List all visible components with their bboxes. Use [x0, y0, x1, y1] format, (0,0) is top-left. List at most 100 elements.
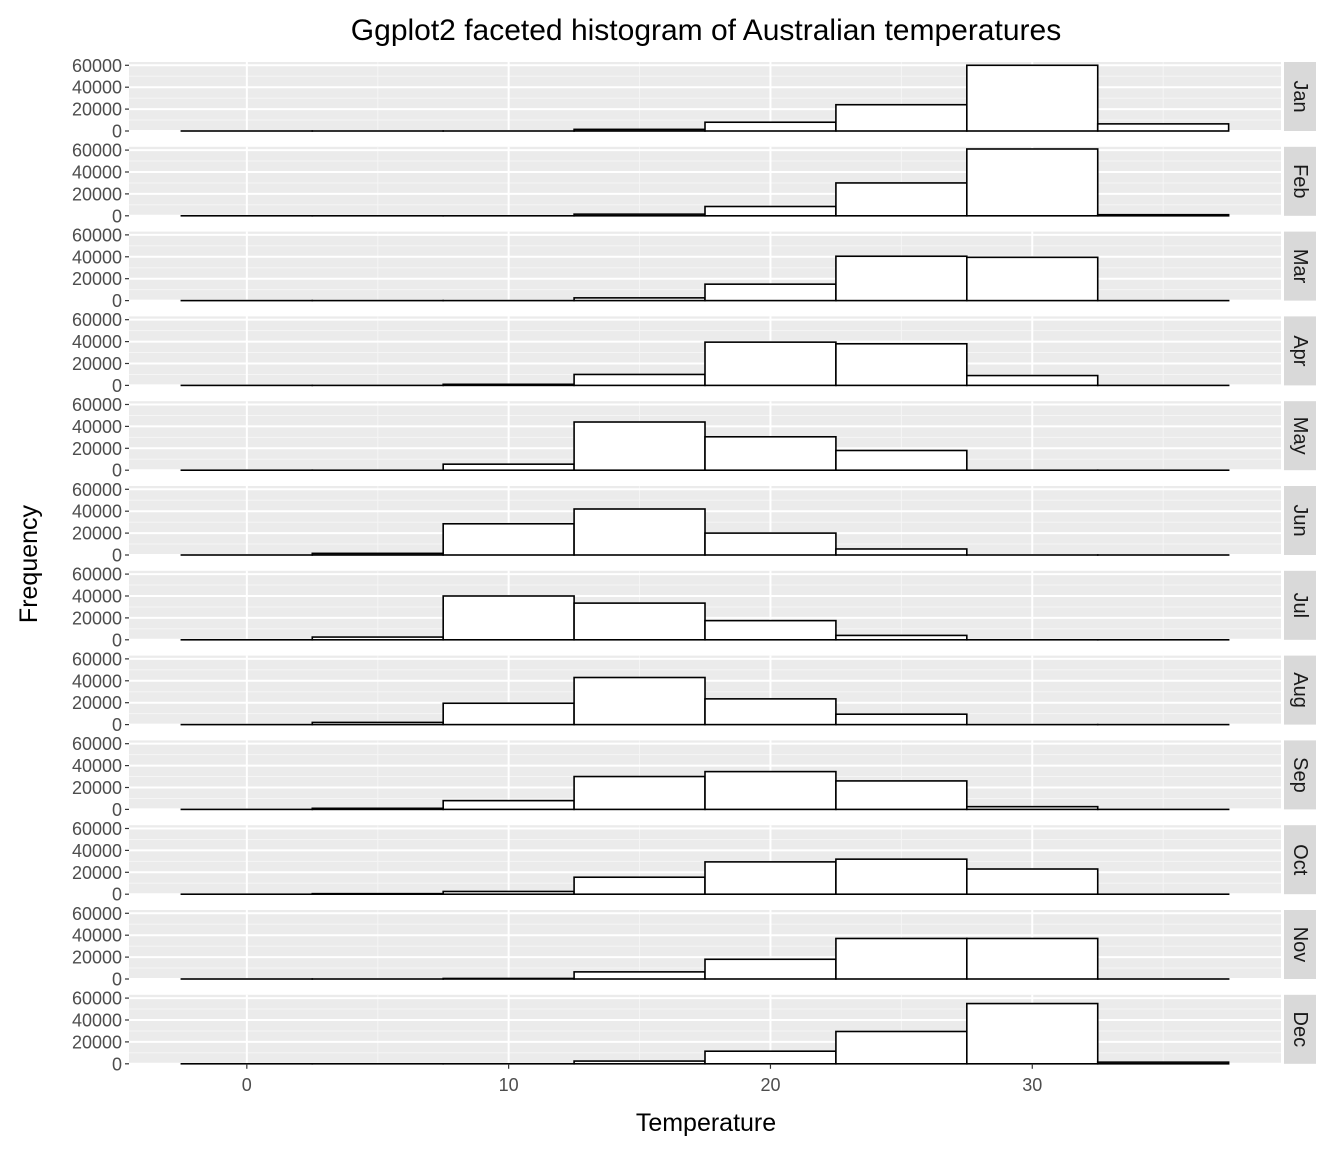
facet-strip — [1284, 401, 1316, 471]
histogram-bar — [573, 876, 706, 896]
histogram-bar — [573, 421, 706, 471]
y-tick-label: 20000 — [72, 1032, 122, 1052]
histogram-bar — [1096, 213, 1230, 217]
x-tick-label: 10 — [499, 1075, 519, 1095]
histogram-bar — [704, 121, 837, 132]
y-tick-label: 20000 — [72, 693, 122, 713]
histogram-bar — [835, 858, 968, 896]
histogram-bar — [704, 770, 837, 811]
histogram-bar — [835, 255, 968, 302]
histogram-bar — [835, 342, 968, 387]
histogram-bar — [835, 713, 968, 726]
y-tick-label: 20000 — [72, 184, 122, 204]
facet-strip — [1284, 231, 1316, 301]
histogram-bar — [311, 807, 444, 811]
y-tick-label: 20000 — [72, 269, 122, 289]
histogram-bar — [573, 1060, 706, 1065]
chart-title: Ggplot2 faceted histogram of Australian … — [351, 14, 1061, 47]
histogram-bar — [704, 205, 837, 217]
y-axis-title: Frequency — [15, 504, 43, 623]
facet-strip — [1284, 570, 1316, 640]
histogram-bar — [704, 341, 837, 387]
histogram-bar — [966, 148, 1099, 217]
facet-strip — [1284, 486, 1316, 555]
histogram-bar — [704, 283, 837, 302]
histogram-bar — [704, 958, 837, 980]
histogram-bar — [835, 780, 968, 811]
x-tick-label: 30 — [1022, 1075, 1042, 1095]
facet-strip — [1284, 994, 1316, 1064]
facet-strip — [1284, 910, 1316, 979]
y-tick-label: 0 — [112, 461, 122, 481]
histogram-bar — [704, 1050, 837, 1065]
histogram-bar — [442, 463, 575, 471]
histogram-bar — [573, 602, 706, 641]
y-tick-label: 40000 — [72, 332, 122, 352]
y-tick-label: 60000 — [72, 989, 122, 1009]
histogram-bar — [966, 64, 1099, 132]
y-tick-label: 60000 — [72, 565, 122, 585]
y-tick-label: 60000 — [72, 734, 122, 754]
histogram-bar — [966, 374, 1099, 387]
facet-strip-label: Jun — [1289, 504, 1311, 536]
histogram-bar — [573, 373, 706, 387]
y-tick-label: 0 — [112, 206, 122, 226]
y-tick-label: 60000 — [72, 480, 122, 500]
histogram-bar — [442, 595, 575, 641]
panel-background — [129, 146, 1281, 216]
y-tick-label: 60000 — [72, 56, 122, 76]
histogram-bar — [573, 676, 706, 726]
histogram-bar — [573, 508, 706, 556]
x-tick-label: 20 — [760, 1075, 780, 1095]
y-tick-label: 20000 — [72, 354, 122, 374]
y-tick-label: 0 — [112, 885, 122, 905]
y-tick-label: 60000 — [72, 141, 122, 161]
y-tick-label: 40000 — [72, 586, 122, 606]
y-tick-label: 20000 — [72, 524, 122, 544]
x-tick-label: 0 — [242, 1075, 252, 1095]
y-tick-label: 40000 — [72, 78, 122, 98]
facet-strip-label: Dec — [1289, 1012, 1311, 1048]
histogram-bar — [966, 805, 1099, 811]
y-tick-label: 0 — [112, 376, 122, 396]
facet-strip-label: Mar — [1289, 249, 1311, 284]
x-axis: 0 10 20 30 — [242, 1063, 1042, 1095]
histogram-bar — [835, 449, 968, 472]
histogram-bar — [704, 861, 837, 896]
facet-strip-label: May — [1289, 417, 1311, 455]
y-tick-label: 60000 — [72, 904, 122, 924]
histogram-bar — [835, 548, 968, 556]
y-tick-label: 60000 — [72, 819, 122, 839]
facet-strip-label: Jan — [1289, 80, 1311, 112]
histogram-bar — [966, 256, 1099, 302]
y-tick-label: 0 — [112, 1054, 122, 1074]
facet-strip — [1284, 146, 1316, 216]
histogram-bar — [966, 937, 1099, 980]
y-tick-label: 60000 — [72, 310, 122, 330]
facet-strip — [1284, 740, 1316, 810]
y-tick-label: 40000 — [72, 756, 122, 776]
y-tick-label: 0 — [112, 970, 122, 990]
histogram-bar — [311, 892, 444, 896]
histogram-bar — [573, 971, 706, 980]
histogram-bar — [442, 799, 575, 811]
histogram-bar — [311, 552, 444, 556]
histogram-bar — [835, 1030, 968, 1065]
facet-panels: 0200004000060000Jan0200004000060000Feb02… — [72, 56, 1316, 1074]
y-tick-label: 60000 — [72, 225, 122, 245]
y-tick-label: 20000 — [72, 439, 122, 459]
facet-strip — [1284, 825, 1316, 895]
y-tick-label: 40000 — [72, 671, 122, 691]
panel-background — [129, 62, 1281, 131]
histogram-bar — [835, 937, 968, 980]
y-tick-label: 20000 — [72, 608, 122, 628]
histogram-bar — [1096, 1061, 1230, 1065]
